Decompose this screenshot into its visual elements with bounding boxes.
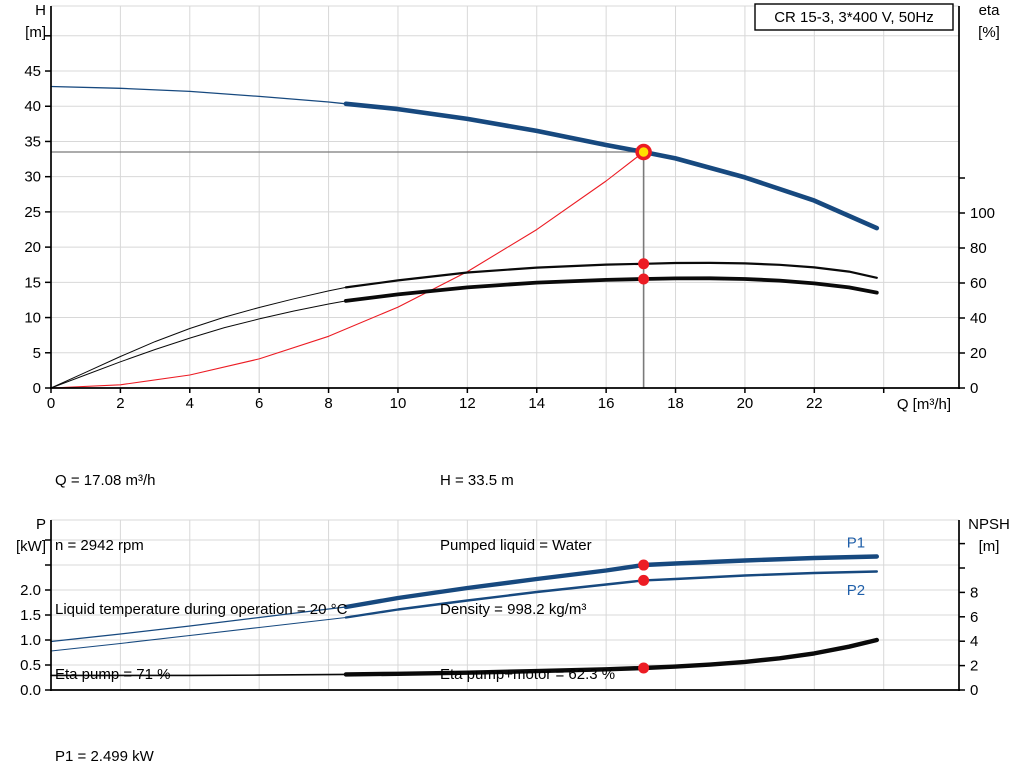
system-curve: [50, 151, 645, 389]
axis-label: 25: [24, 204, 41, 221]
operating-point-dot: [638, 273, 650, 285]
p2-curve: [50, 616, 347, 652]
y-left-axis-title: [m]: [25, 24, 46, 41]
head-curve: [343, 101, 880, 231]
hq-eta-chart: 0 2 4 6 8 10 12 14 16 18 20 22 0 5 10 15 20 25 30 35 40 45 0 20…: [24, 2, 1001, 413]
axis-label: 12: [459, 395, 476, 412]
axis-label: 40: [24, 98, 41, 115]
duty-info-left-column: Q = 17.08 m³/h n = 2942 rpm Liquid tempe…: [55, 427, 347, 728]
power-info-column: P1 = 2.499 kW P2 = 2.192 kW NPSH = 1.8 m: [55, 702, 154, 781]
axis-label: 60: [970, 275, 987, 292]
axis-label: 14: [528, 395, 545, 412]
axis-label: 0: [970, 380, 978, 397]
axis-label: 18: [667, 395, 684, 412]
axis-label: 6: [970, 609, 978, 626]
axis-label: 4: [970, 633, 978, 650]
axis-label: 0: [47, 395, 55, 412]
axis-label: 15: [24, 274, 41, 291]
info-eta-pump: Eta pump = 71 %: [55, 665, 171, 683]
axis-label: 20: [24, 239, 41, 256]
curve-label-p2: P2: [847, 582, 865, 599]
operating-point-dot: [638, 258, 650, 270]
axis-label: 10: [24, 310, 41, 327]
axis-label: 100: [970, 205, 995, 222]
axis-label: 6: [255, 395, 263, 412]
info-eta-pump-motor: Eta pump+motor = 62.3 %: [440, 665, 616, 683]
power-npsh-chart: 0.0 0.5 1.0 1.5 2.0 0 2 4 6 8 P [kW] NPSH [m] P1 P2: [16, 516, 1010, 699]
axis-label: 30: [24, 169, 41, 186]
axis-label: 80: [970, 240, 987, 257]
operating-point-dot: [638, 662, 650, 674]
info-pumped-liquid: Pumped liquid = Water: [440, 536, 592, 554]
info-speed: n = 2942 rpm: [55, 536, 144, 554]
axis-label: 2: [116, 395, 124, 412]
axis-label: 1.5: [20, 607, 41, 624]
info-p1: P1 = 2.499 kW: [55, 748, 154, 765]
axis-label: 1.0: [20, 632, 41, 649]
info-head: H = 33.5 m: [440, 472, 514, 489]
y-left-axis-title: [kW]: [16, 538, 46, 555]
axis-label: 45: [24, 63, 41, 80]
x-axis-title: Q [m³/h]: [897, 396, 951, 413]
duty-point-marker[interactable]: [635, 143, 652, 161]
curve-label-p1: P1: [847, 535, 865, 552]
p1-curve: [343, 554, 879, 610]
eta-pump-motor-curve: [343, 276, 879, 303]
axis-label: 2: [970, 658, 978, 675]
eta-pump-curve: [344, 261, 878, 289]
axis-label: 22: [806, 395, 823, 412]
npsh-curve: [343, 637, 879, 677]
eta-pump-curve: [50, 286, 347, 389]
axis-label: 0: [970, 682, 978, 699]
axis-label: 35: [24, 133, 41, 150]
p2-curve: [344, 570, 878, 619]
info-density: Density = 998.2 kg/m³: [440, 601, 587, 618]
axis-label: 20: [970, 345, 987, 362]
y-right-axis-title: [m]: [979, 538, 1000, 555]
axis-label: 0.0: [20, 682, 41, 699]
operating-point-dot: [638, 559, 650, 571]
axis-label: 10: [390, 395, 407, 412]
axis-label: 0.5: [20, 657, 41, 674]
eta-pump-motor-curve: [50, 300, 347, 389]
axis-label: 5: [33, 345, 41, 362]
p1-curve: [50, 606, 347, 643]
axis-label: 4: [186, 395, 194, 412]
y-left-axis-title: H: [35, 2, 46, 19]
operating-point-dot: [638, 574, 650, 586]
info-flow: Q = 17.08 m³/h: [55, 472, 156, 489]
info-liquid-temperature: Liquid temperature during operation = 20…: [55, 601, 348, 618]
axis-label: 0: [33, 380, 41, 397]
y-right-axis-title: eta: [979, 2, 1001, 19]
axis-label: 40: [970, 310, 987, 327]
y-right-axis-title: NPSH: [968, 516, 1010, 533]
npsh-curve: [50, 673, 347, 677]
axis-label: 2.0: [20, 582, 41, 599]
duty-info-right-column: H = 33.5 m Pumped liquid = Water Density…: [440, 427, 615, 728]
axis-label: 8: [970, 584, 978, 601]
axis-label: 16: [598, 395, 615, 412]
axis-label: 8: [324, 395, 332, 412]
y-right-axis-title: [%]: [978, 24, 1000, 41]
chart-title: CR 15-3, 3*400 V, 50Hz: [774, 9, 934, 26]
axis-label: 20: [737, 395, 754, 412]
y-left-axis-title: P: [36, 516, 46, 533]
chart-title-box: [754, 3, 954, 31]
head-curve: [50, 85, 347, 105]
